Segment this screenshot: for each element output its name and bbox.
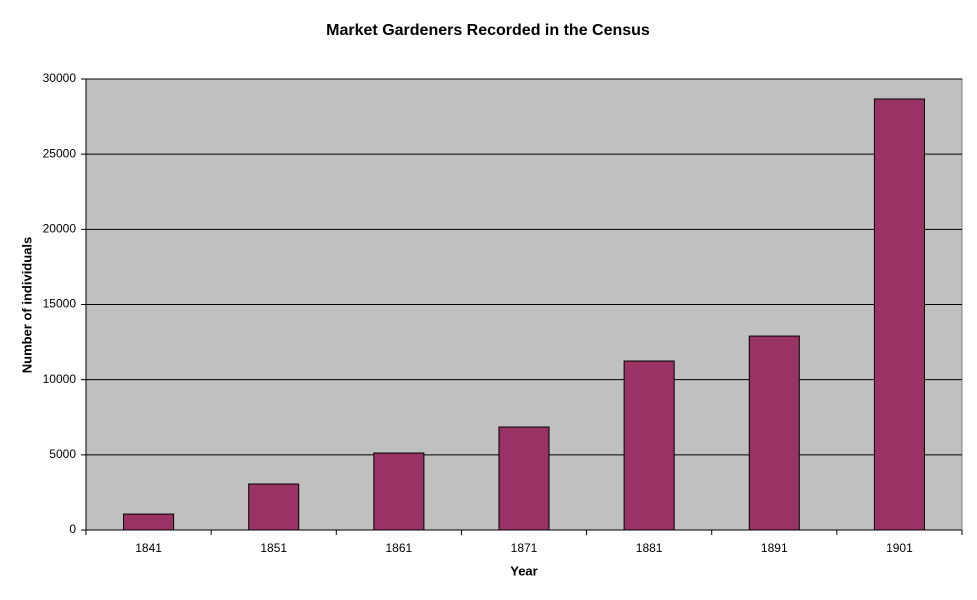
bar (248, 483, 300, 531)
bar (498, 426, 550, 531)
x-tick-label: 1901 (886, 541, 913, 555)
x-tick-label: 1841 (135, 541, 162, 555)
x-tick-label: 1861 (386, 541, 413, 555)
bar (373, 452, 425, 531)
bar (748, 335, 800, 531)
y-tick-label: 5000 (49, 447, 76, 461)
x-tick-label: 1881 (636, 541, 663, 555)
bar (873, 98, 925, 531)
y-tick-label: 10000 (43, 372, 77, 386)
y-axis-title: Number of individuals (19, 237, 34, 374)
bar (623, 360, 675, 531)
y-tick-label: 30000 (43, 71, 77, 85)
x-tick-label: 1871 (511, 541, 538, 555)
x-tick-label: 1851 (260, 541, 287, 555)
y-tick-label: 25000 (43, 146, 77, 160)
chart-title: Market Gardeners Recorded in the Census (326, 22, 650, 39)
bar (123, 513, 175, 531)
y-tick-label: 20000 (43, 222, 77, 236)
y-tick-label: 15000 (43, 297, 77, 311)
x-axis-title: Year (510, 563, 537, 578)
x-tick-label: 1891 (761, 541, 788, 555)
y-tick-label: 0 (69, 522, 76, 536)
